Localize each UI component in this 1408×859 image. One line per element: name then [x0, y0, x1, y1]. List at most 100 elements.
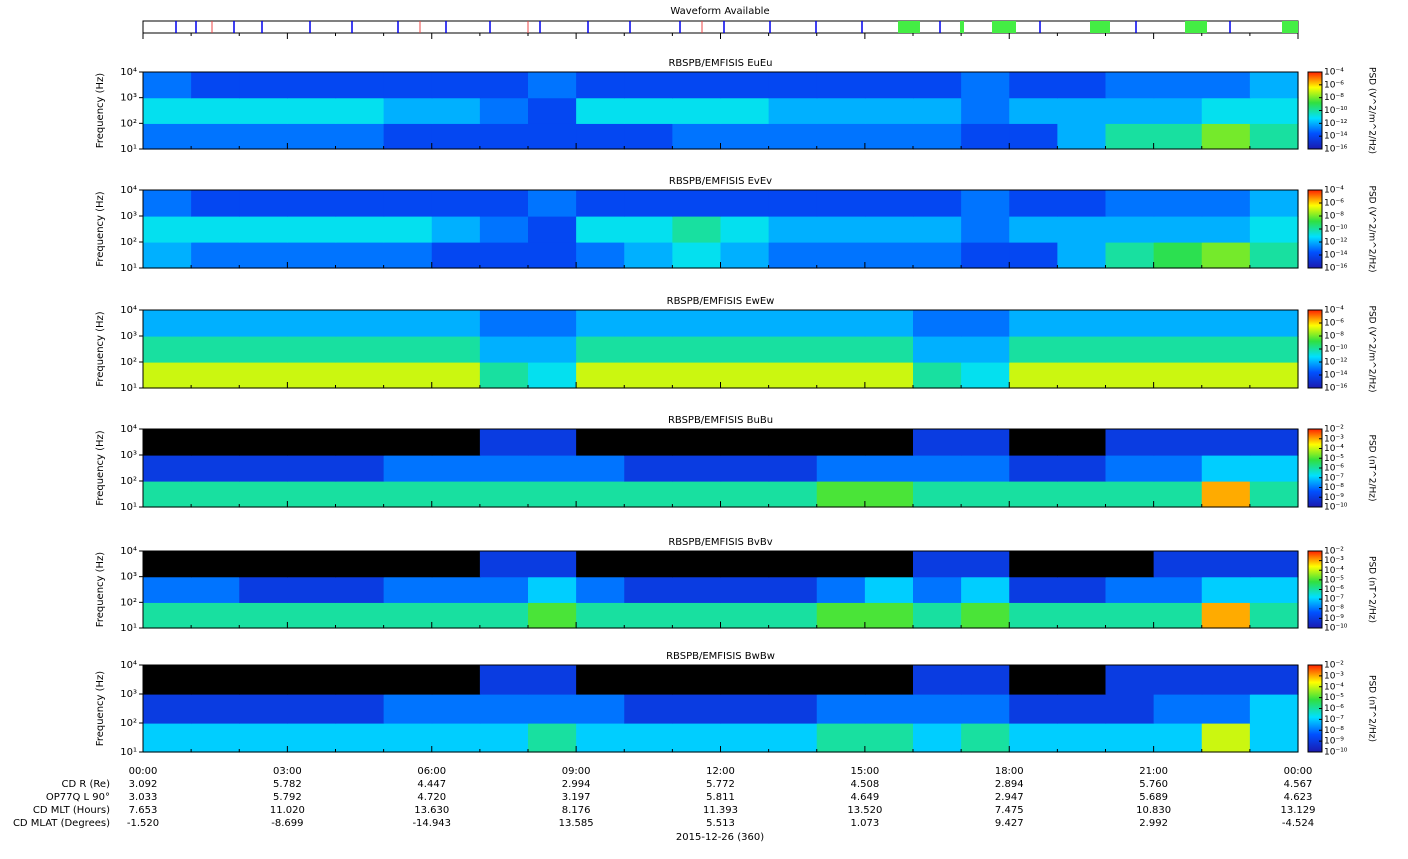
colorbar-tick-label: 10⁻⁸ [1324, 93, 1344, 103]
y-axis-label: Frequency (Hz) [95, 552, 106, 628]
ephemeris-value: 13.585 [559, 818, 594, 829]
y-axis-label: Frequency (Hz) [95, 73, 106, 149]
heatmap-cell [1201, 362, 1251, 389]
y-tick-label: 10² [120, 118, 137, 129]
ephemeris-value: 8.176 [562, 805, 591, 816]
y-tick-label: 10¹ [120, 383, 137, 394]
heatmap-cell [1249, 72, 1299, 99]
heatmap-cell [1105, 481, 1155, 508]
ephemeris-value: 2.894 [995, 779, 1024, 790]
heatmap-cell [1201, 723, 1251, 753]
heatmap-cell [1009, 242, 1058, 269]
heatmap-cell [768, 576, 818, 603]
heatmap-cell [287, 362, 337, 389]
heatmap-cell [1057, 723, 1107, 753]
ephemeris-value: -14.943 [412, 818, 451, 829]
y-tick-label: 10³ [120, 93, 137, 104]
ephemeris-value: 13.630 [414, 805, 449, 816]
colorbar-tick-label: 10⁻¹⁴ [1324, 251, 1348, 261]
heatmap-cell [528, 694, 577, 724]
heatmap-cell [239, 455, 288, 482]
heatmap-cell [1057, 362, 1107, 389]
heatmap-cell [624, 694, 673, 724]
heatmap-cell [961, 72, 1010, 99]
ephemeris-value: 4.447 [417, 779, 446, 790]
heatmap-cell [191, 481, 240, 508]
heatmap-cell [528, 665, 577, 695]
colorbar-tick-label: 10⁻⁹ [1324, 614, 1344, 624]
heatmap-cell [143, 190, 192, 217]
heatmap-cell [672, 429, 722, 456]
heatmap-cell [239, 310, 288, 337]
heatmap-cell [431, 723, 481, 753]
ephemeris-value: 4.720 [417, 792, 446, 803]
colorbar-tick-label: 10⁻³ [1324, 671, 1344, 681]
heatmap-cell [1105, 216, 1155, 243]
heatmap-cell [961, 190, 1010, 217]
heatmap-cell [1249, 551, 1299, 578]
heatmap-cell [1105, 72, 1155, 99]
heatmap-cell [672, 723, 722, 753]
heatmap-cell [335, 602, 385, 629]
ephemeris-value: 13.520 [847, 805, 882, 816]
y-tick-label: 10² [120, 476, 137, 487]
heatmap-cell [431, 242, 481, 269]
heatmap-cell [576, 455, 625, 482]
ephemeris-value: 1.073 [851, 818, 880, 829]
heatmap-cell [431, 665, 481, 695]
heatmap-cell [143, 97, 192, 124]
heatmap-cell [961, 602, 1010, 629]
heatmap-cell [528, 242, 577, 269]
heatmap-cell [961, 123, 1010, 150]
ephemeris-value: 11.393 [703, 805, 738, 816]
heatmap-cell [913, 123, 962, 150]
heatmap-cell [624, 336, 673, 363]
heatmap-cell [1057, 242, 1107, 269]
heatmap-cell [720, 242, 770, 269]
heatmap-cell [191, 362, 240, 389]
heatmap-cell [1201, 551, 1251, 578]
colorbar-tick-label: 10⁻² [1324, 661, 1344, 671]
ephemeris-value: 10.830 [1136, 805, 1171, 816]
heatmap-cell [1153, 429, 1203, 456]
heatmap-cell [864, 123, 914, 150]
heatmap-cell [335, 576, 385, 603]
y-tick-label: 10¹ [120, 747, 137, 758]
heatmap-cell [576, 602, 625, 629]
heatmap-cell [1009, 216, 1058, 243]
heatmap-cell [143, 310, 192, 337]
heatmap-cell [624, 602, 673, 629]
heatmap-cell [239, 216, 288, 243]
heatmap-cell [1201, 429, 1251, 456]
heatmap-cell [913, 481, 962, 508]
heatmap-cell [479, 455, 529, 482]
heatmap-cell [335, 551, 385, 578]
heatmap-cell [239, 429, 288, 456]
ephemeris-label: OP77Q L 90° [46, 792, 110, 803]
x-tick-label: 06:00 [417, 766, 446, 777]
ephemeris-value: 2.994 [562, 779, 591, 790]
heatmap-cell [335, 665, 385, 695]
heatmap-cell [383, 551, 433, 578]
heatmap-cell [239, 336, 288, 363]
heatmap-cell [239, 72, 288, 99]
heatmap-cell [624, 123, 673, 150]
heatmap-cell [864, 190, 914, 217]
heatmap-cell [335, 242, 385, 269]
heatmap-cell [576, 216, 625, 243]
heatmap-cell [672, 665, 722, 695]
ephemeris-value: 5.792 [273, 792, 302, 803]
x-tick-label: 15:00 [850, 766, 879, 777]
heatmap-cell [720, 694, 770, 724]
heatmap-cell [1153, 123, 1203, 150]
heatmap-cell [335, 72, 385, 99]
heatmap-cell [383, 694, 433, 724]
heatmap-cell [1057, 123, 1107, 150]
y-tick-label: 10¹ [120, 623, 137, 634]
heatmap-cell [1249, 190, 1299, 217]
heatmap-cell [1153, 72, 1203, 99]
heatmap-cell [768, 190, 818, 217]
colorbar-tick-label: 10⁻⁹ [1324, 493, 1344, 503]
heatmap-cell [720, 576, 770, 603]
heatmap-cell [768, 429, 818, 456]
